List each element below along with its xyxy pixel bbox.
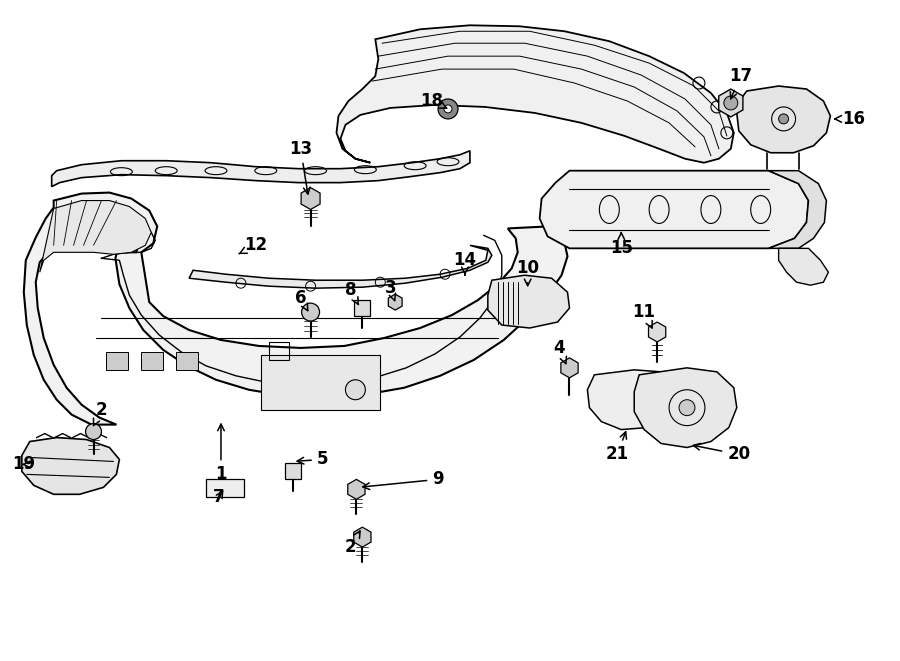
Polygon shape [337, 25, 734, 163]
Text: 18: 18 [420, 92, 446, 110]
Bar [284, 463, 301, 479]
Circle shape [438, 99, 458, 119]
Polygon shape [561, 358, 578, 378]
Text: 15: 15 [610, 233, 633, 257]
Polygon shape [634, 368, 737, 447]
Polygon shape [649, 322, 666, 342]
Text: 9: 9 [363, 471, 444, 490]
Circle shape [778, 114, 788, 124]
Bar [106, 352, 129, 370]
Text: 10: 10 [517, 259, 539, 286]
Polygon shape [23, 192, 568, 424]
Text: 6: 6 [295, 289, 308, 311]
Bar [141, 352, 163, 370]
Bar [355, 300, 370, 316]
Polygon shape [769, 171, 826, 249]
Circle shape [724, 96, 738, 110]
Text: 2: 2 [94, 401, 107, 426]
Text: 1: 1 [215, 424, 227, 483]
Text: 11: 11 [633, 303, 656, 328]
Bar [176, 352, 198, 370]
Bar [269, 342, 289, 360]
Polygon shape [22, 438, 120, 494]
Text: 17: 17 [729, 67, 752, 99]
Polygon shape [488, 275, 570, 328]
Text: 20: 20 [693, 444, 751, 463]
Polygon shape [737, 86, 831, 153]
Text: 5: 5 [297, 450, 328, 469]
Text: 16: 16 [835, 110, 865, 128]
Text: 8: 8 [345, 281, 358, 305]
Text: 13: 13 [289, 139, 312, 194]
Circle shape [444, 105, 452, 113]
Polygon shape [40, 200, 151, 272]
Polygon shape [719, 89, 742, 117]
Text: 12: 12 [238, 237, 267, 254]
Bar [261, 355, 381, 410]
Circle shape [302, 303, 319, 321]
Text: 19: 19 [13, 455, 35, 473]
Text: 14: 14 [454, 251, 476, 275]
Text: 3: 3 [384, 279, 396, 301]
Circle shape [346, 380, 365, 400]
Polygon shape [540, 171, 808, 249]
Polygon shape [588, 370, 677, 430]
Bar [206, 479, 244, 497]
Polygon shape [347, 479, 365, 499]
Text: 4: 4 [554, 339, 566, 364]
Polygon shape [354, 527, 371, 547]
Polygon shape [51, 151, 470, 186]
Polygon shape [189, 245, 491, 288]
Text: 7: 7 [213, 488, 225, 506]
Polygon shape [302, 188, 320, 210]
Text: 2: 2 [345, 531, 360, 556]
Polygon shape [388, 294, 402, 310]
Text: 21: 21 [606, 432, 629, 463]
Circle shape [679, 400, 695, 416]
Circle shape [86, 424, 102, 440]
Polygon shape [778, 249, 828, 285]
